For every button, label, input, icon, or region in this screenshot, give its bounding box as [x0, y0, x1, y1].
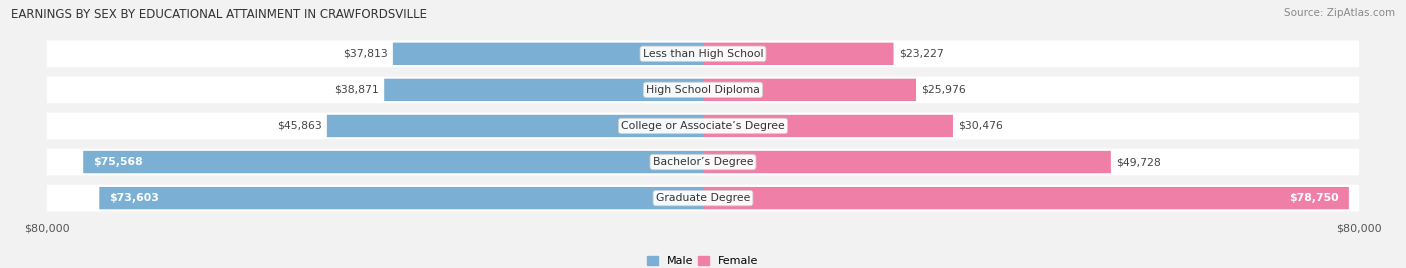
Text: $37,813: $37,813 — [343, 49, 388, 59]
Text: High School Diploma: High School Diploma — [647, 85, 759, 95]
FancyBboxPatch shape — [326, 115, 703, 137]
FancyBboxPatch shape — [46, 185, 703, 211]
FancyBboxPatch shape — [392, 43, 703, 65]
FancyBboxPatch shape — [703, 187, 1348, 209]
FancyBboxPatch shape — [46, 149, 703, 175]
FancyBboxPatch shape — [703, 40, 1360, 67]
Text: Less than High School: Less than High School — [643, 49, 763, 59]
Text: $49,728: $49,728 — [1116, 157, 1161, 167]
Text: College or Associate’s Degree: College or Associate’s Degree — [621, 121, 785, 131]
FancyBboxPatch shape — [100, 187, 703, 209]
Text: Source: ZipAtlas.com: Source: ZipAtlas.com — [1284, 8, 1395, 18]
FancyBboxPatch shape — [703, 185, 1360, 211]
FancyBboxPatch shape — [46, 40, 703, 67]
Text: $78,750: $78,750 — [1289, 193, 1339, 203]
Text: $38,871: $38,871 — [335, 85, 380, 95]
Text: EARNINGS BY SEX BY EDUCATIONAL ATTAINMENT IN CRAWFORDSVILLE: EARNINGS BY SEX BY EDUCATIONAL ATTAINMEN… — [11, 8, 427, 21]
FancyBboxPatch shape — [703, 79, 917, 101]
FancyBboxPatch shape — [703, 115, 953, 137]
FancyBboxPatch shape — [46, 77, 703, 103]
FancyBboxPatch shape — [384, 79, 703, 101]
Legend: Male, Female: Male, Female — [643, 251, 763, 268]
FancyBboxPatch shape — [83, 151, 703, 173]
FancyBboxPatch shape — [703, 151, 1111, 173]
Text: Graduate Degree: Graduate Degree — [655, 193, 751, 203]
Text: $30,476: $30,476 — [959, 121, 1002, 131]
FancyBboxPatch shape — [703, 149, 1360, 175]
FancyBboxPatch shape — [703, 77, 1360, 103]
Text: $25,976: $25,976 — [921, 85, 966, 95]
Text: $73,603: $73,603 — [110, 193, 159, 203]
Text: Bachelor’s Degree: Bachelor’s Degree — [652, 157, 754, 167]
Text: $75,568: $75,568 — [93, 157, 142, 167]
Text: $23,227: $23,227 — [898, 49, 943, 59]
FancyBboxPatch shape — [46, 113, 703, 139]
FancyBboxPatch shape — [703, 113, 1360, 139]
Text: $45,863: $45,863 — [277, 121, 322, 131]
FancyBboxPatch shape — [703, 43, 893, 65]
